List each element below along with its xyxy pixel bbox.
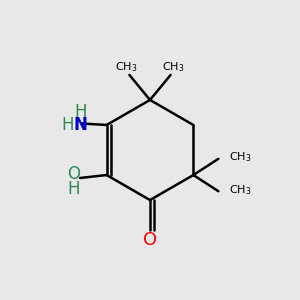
- Text: CH$_3$: CH$_3$: [229, 183, 251, 197]
- Text: O: O: [67, 165, 80, 183]
- Text: N: N: [73, 116, 87, 134]
- Text: O: O: [143, 231, 157, 249]
- Text: H: H: [68, 180, 80, 198]
- Text: H: H: [74, 103, 86, 121]
- Text: CH$_3$: CH$_3$: [115, 60, 138, 74]
- Text: H: H: [61, 116, 74, 134]
- Text: CH$_3$: CH$_3$: [229, 151, 251, 164]
- Text: CH$_3$: CH$_3$: [162, 60, 185, 74]
